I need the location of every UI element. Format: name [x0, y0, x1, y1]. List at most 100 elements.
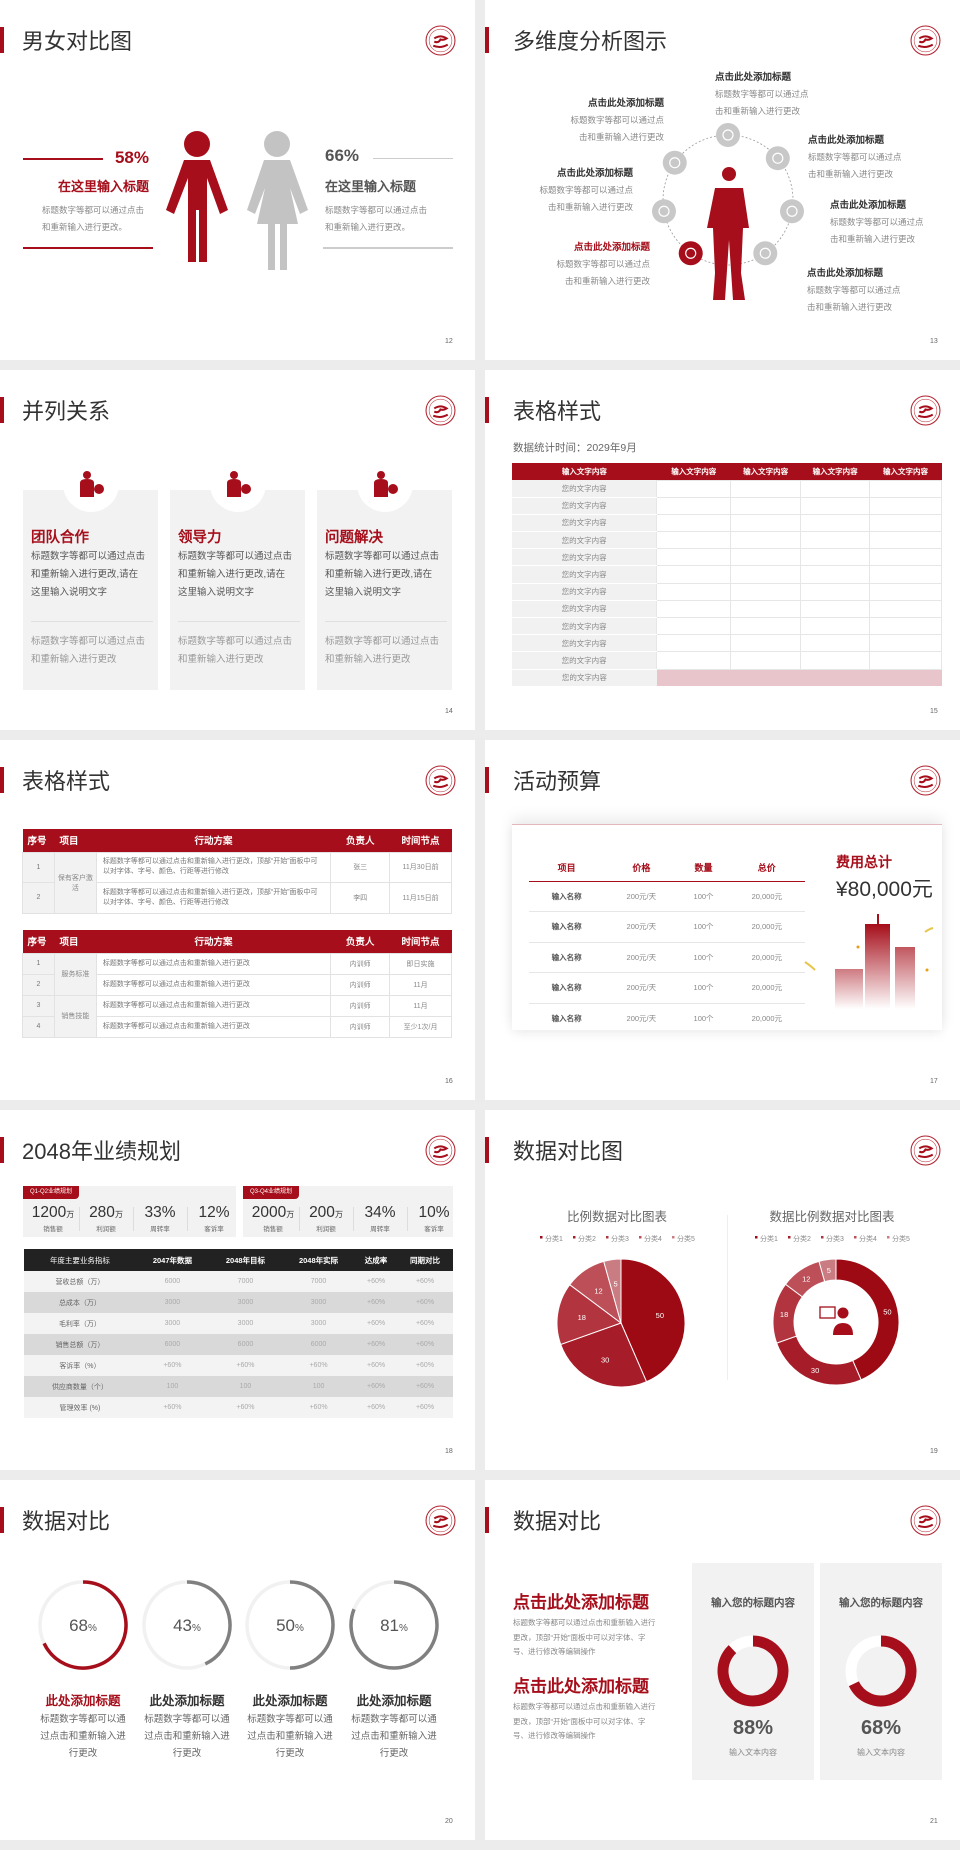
shoulders — [833, 1323, 853, 1335]
table-cell[interactable] — [869, 479, 942, 498]
table-cell[interactable] — [869, 565, 942, 584]
table-cell[interactable] — [730, 548, 802, 567]
card-note: 标题数字等都可以通过点击 和重新输入进行更改 — [178, 633, 292, 669]
table-cell[interactable] — [800, 531, 871, 550]
budget-table: 项目 价格 数量 总价 输入名称 200元/天 100个 20,000元 输入名称 200元/天 1… — [529, 855, 805, 1034]
row-number: 2 — [22, 973, 55, 996]
project-cell: 保有客户激活 — [53, 851, 97, 914]
table-cell[interactable] — [730, 616, 802, 636]
table-cell[interactable] — [730, 565, 802, 584]
table-cell[interactable] — [730, 582, 802, 601]
logo-ring — [910, 1135, 941, 1166]
ring-percent: 68% — [69, 1616, 97, 1635]
progress-rings: 68% 43% 50% 81% — [38, 1580, 439, 1670]
table-cell[interactable] — [800, 513, 871, 533]
donut-progress — [717, 1635, 789, 1707]
table-cell[interactable] — [656, 531, 732, 550]
table-cell[interactable] — [730, 531, 802, 550]
stat-number: 2000 — [251, 1204, 287, 1221]
percent-unit: % — [88, 1623, 97, 1634]
table-cell[interactable] — [869, 634, 942, 653]
block-desc-line: 标题数字等都可以通过点 — [570, 115, 664, 125]
stat-label: 利润额 — [96, 1226, 116, 1233]
university-logo-icon — [910, 1505, 941, 1536]
table-cell[interactable] — [869, 548, 942, 567]
table-cell[interactable] — [730, 651, 802, 670]
table-cell[interactable] — [869, 651, 942, 670]
caption-line: 过点击和重新输入进 — [247, 1731, 333, 1742]
table-cell[interactable] — [656, 651, 732, 670]
glyph — [94, 484, 104, 494]
column-header: 项目 — [54, 829, 97, 852]
title-accent-bar — [0, 397, 4, 423]
table-cell[interactable] — [869, 582, 942, 601]
logo-ring — [913, 1138, 938, 1163]
table-cell[interactable] — [656, 513, 732, 533]
slide-title: 男女对比图 — [22, 29, 133, 54]
table-header-row: 输入文字内容 输入文字内容 输入文字内容 输入文字内容 输入文字内容 — [512, 463, 942, 480]
card-heading: 输入您的标题内容 — [839, 1597, 923, 1609]
table-cell[interactable] — [800, 565, 871, 584]
logo-ring — [428, 1138, 453, 1163]
caption-line: 行更改 — [68, 1748, 98, 1759]
page-number: 17 — [930, 1078, 938, 1085]
legend-label: 分类2 — [793, 1234, 811, 1243]
table-cell[interactable] — [869, 513, 942, 533]
table-cell[interactable] — [800, 582, 871, 601]
stat-number: 200 — [309, 1204, 335, 1221]
block-heading: 点击此处添加标题 — [513, 1593, 649, 1612]
block-desc-line: 标题数字等都可以通过点 — [830, 217, 924, 227]
table-row: 销售总额（万） 6000 6000 6000 +60% +60% — [24, 1334, 453, 1355]
slice-label: 12 — [802, 1275, 810, 1284]
table-cell[interactable] — [656, 479, 732, 498]
table-cell[interactable] — [656, 599, 732, 619]
column-header: 同期对比 — [397, 1249, 453, 1271]
percent-number: 50 — [276, 1616, 295, 1635]
divider — [23, 247, 153, 249]
table-cell[interactable] — [730, 599, 802, 619]
page-number: 20 — [445, 1818, 453, 1825]
table-cell[interactable] — [656, 565, 732, 584]
slice-label: 30 — [601, 1355, 609, 1364]
university-logo-icon — [910, 1135, 941, 1166]
table-cell[interactable] — [656, 634, 732, 653]
page-number: 21 — [930, 1818, 938, 1825]
text-block: 点击此处添加标题 标题数字等都可以通过点击和重新输入进行 更改，顶部“开始”面板中可… — [513, 1672, 656, 1744]
pie-slice-1 — [835, 1258, 900, 1381]
table-cell[interactable] — [800, 651, 871, 670]
table-cell[interactable] — [730, 479, 802, 498]
stat-value: 12% — [189, 1204, 239, 1223]
table-cell[interactable] — [730, 496, 802, 515]
table-cell[interactable] — [656, 616, 732, 636]
table-cell: +60% — [415, 1362, 435, 1369]
data-table: 输入文字内容 输入文字内容 输入文字内容 输入文字内容 输入文字内容 您的文字内容 您的文字… — [512, 463, 942, 687]
slide-13: 多维度分析图示 点击此处添加标题 标题数字等都可以通过点 击和重新输入进行更改 点击此… — [485, 0, 960, 360]
table-cell[interactable] — [869, 531, 942, 550]
table-cell[interactable] — [656, 496, 732, 515]
table-cell: 6000 — [164, 1278, 181, 1285]
table-cell: 100个 — [678, 881, 729, 912]
table-cell[interactable] — [800, 479, 871, 498]
table-cell[interactable] — [800, 616, 871, 636]
table-cell[interactable] — [800, 496, 871, 515]
stat-value: 2000万 — [248, 1204, 298, 1223]
table-cell[interactable] — [869, 616, 942, 636]
table-cell: 100个 — [678, 942, 729, 973]
legend-swatch — [540, 1236, 543, 1239]
table-cell[interactable] — [730, 513, 802, 533]
table-cell[interactable] — [656, 548, 732, 567]
table-cell[interactable] — [869, 599, 942, 619]
column-header: 输入文字内容 — [656, 463, 731, 480]
table-cell[interactable] — [800, 599, 871, 619]
total-label: 费用总计 — [836, 854, 892, 870]
table-cell[interactable] — [800, 634, 871, 653]
table-cell[interactable] — [800, 548, 871, 567]
table-cell[interactable] — [730, 634, 802, 653]
table-cell: 3000 — [237, 1320, 254, 1327]
logo-ring — [913, 28, 938, 53]
table-cell: 3000 — [310, 1320, 327, 1327]
note-line: 和重新输入进行更改 — [325, 654, 411, 665]
table-cell[interactable] — [869, 496, 942, 515]
table-cell[interactable] — [656, 582, 732, 601]
legend-label: 分类3 — [826, 1234, 844, 1243]
